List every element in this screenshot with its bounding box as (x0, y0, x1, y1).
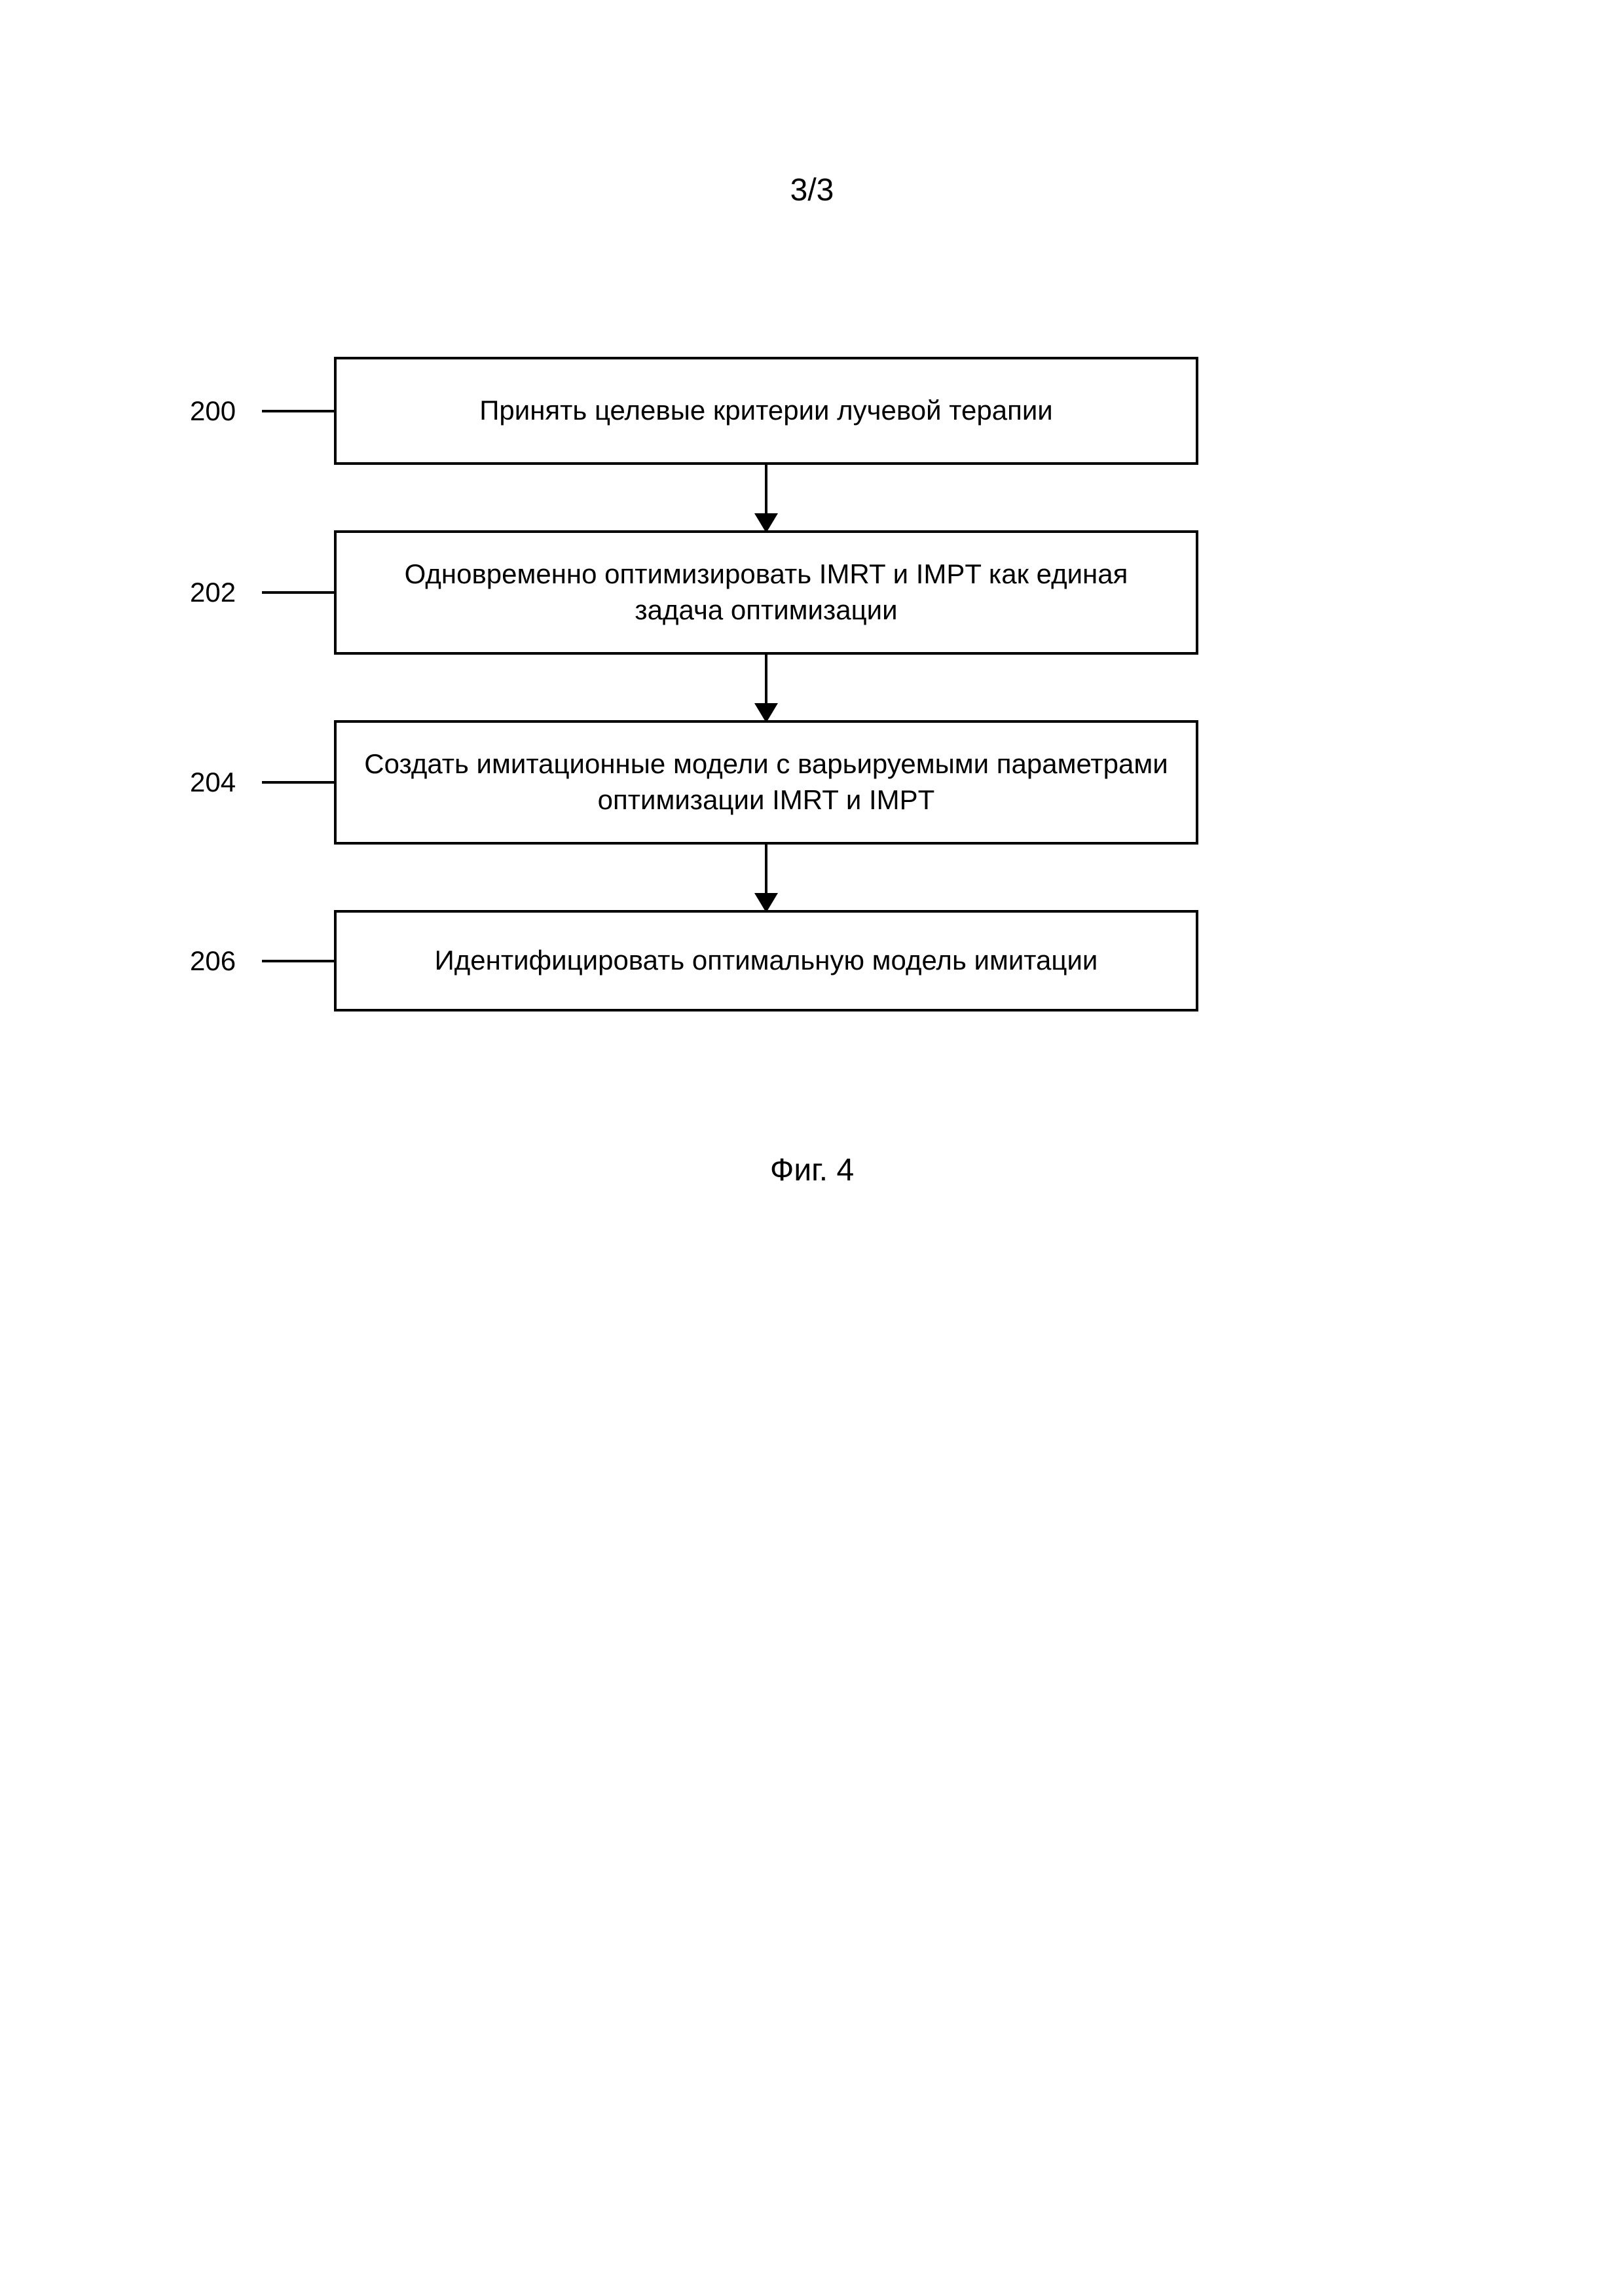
flow-step-202: 202 Одновременно оптимизировать IMRT и I… (190, 530, 1264, 655)
flow-box: Одновременно оптимизировать IMRT и IMPT … (334, 530, 1198, 655)
arrow-down-icon (765, 465, 767, 530)
step-label: 204 (190, 767, 262, 798)
step-label: 200 (190, 395, 262, 427)
arrow-connector (334, 845, 1198, 910)
step-label: 206 (190, 945, 262, 977)
arrow-down-icon (765, 845, 767, 910)
arrow-down-icon (765, 655, 767, 720)
arrow-connector (334, 655, 1198, 720)
page-number: 3/3 (790, 172, 834, 208)
flowchart: 200 Принять целевые критерии лучевой тер… (190, 357, 1264, 1011)
step-label: 202 (190, 577, 262, 608)
flow-step-206: 206 Идентифицировать оптимальную модель … (190, 910, 1264, 1011)
flow-box: Идентифицировать оптимальную модель имит… (334, 910, 1198, 1011)
flow-step-200: 200 Принять целевые критерии лучевой тер… (190, 357, 1264, 465)
flow-box: Создать имитационные модели с варьируемы… (334, 720, 1198, 845)
flow-step-204: 204 Создать имитационные модели с варьир… (190, 720, 1264, 845)
flow-box: Принять целевые критерии лучевой терапии (334, 357, 1198, 465)
connector-line (262, 960, 334, 962)
connector-line (262, 591, 334, 594)
figure-caption: Фиг. 4 (770, 1152, 854, 1188)
arrow-connector (334, 465, 1198, 530)
connector-line (262, 781, 334, 784)
connector-line (262, 410, 334, 412)
